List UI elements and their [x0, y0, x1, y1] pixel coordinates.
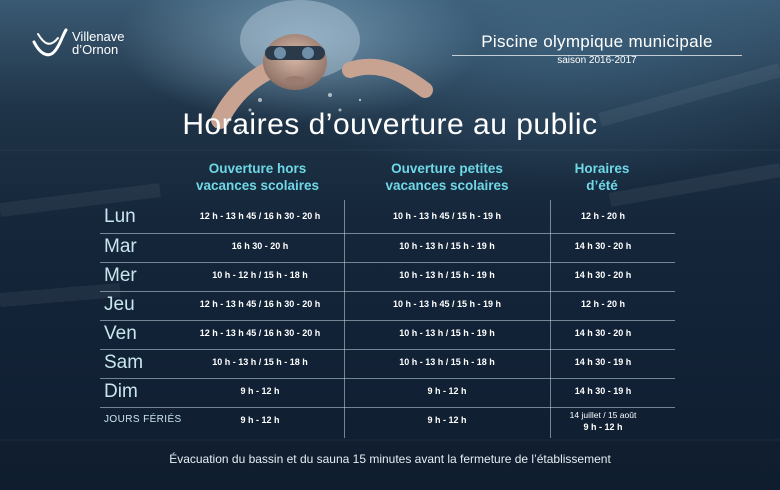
day-label: JOURS FÉRIÉS — [104, 414, 182, 425]
hours-summer: 14 h 30 - 20 h — [574, 241, 632, 251]
hours-summer: 12 h - 20 h — [580, 299, 625, 309]
city-logo: Villenave d’Ornon — [30, 24, 160, 66]
table-row-tuesday: Mar 16 h 30 - 20 h 10 h - 13 h / 15 h - … — [100, 233, 675, 262]
hours-summer: 14 h 30 - 20 h — [574, 328, 632, 338]
table-row-sunday: Dim 9 h - 12 h 9 h - 12 h 14 h 30 - 19 h — [100, 378, 675, 407]
hours-short-holidays: 10 h - 13 h / 15 h - 18 h — [399, 357, 495, 367]
pool-title-part3: municipale — [623, 32, 713, 51]
column-header-line2: vacances scolaires — [195, 178, 320, 193]
column-header-school-term: Ouverture hors vacances scolaires — [175, 160, 340, 194]
pool-title-part2: olympique — [543, 32, 624, 51]
hours-school-term: 12 h - 13 h 45 / 16 h 30 - 20 h — [199, 211, 321, 221]
table-row-friday: Ven 12 h - 13 h 45 / 16 h 30 - 20 h 10 h… — [100, 320, 675, 349]
pool-title: Piscine olympique municipale — [452, 32, 742, 52]
hours-school-term: 12 h - 13 h 45 / 16 h 30 - 20 h — [199, 328, 321, 338]
column-divider — [550, 200, 551, 438]
table-row-thursday: Jeu 12 h - 13 h 45 / 16 h 30 - 20 h 10 h… — [100, 291, 675, 320]
hours-short-holidays: 10 h - 13 h 45 / 15 h - 19 h — [392, 299, 502, 309]
column-header-line1: Ouverture petites — [391, 161, 503, 176]
hours-school-term: 9 h - 12 h — [240, 415, 280, 425]
hours-school-term: 9 h - 12 h — [240, 386, 280, 396]
table-row-saturday: Sam 10 h - 13 h / 15 h - 18 h 10 h - 13 … — [100, 349, 675, 378]
hours-short-holidays: 10 h - 13 h / 15 h - 19 h — [399, 328, 495, 338]
day-label: Sam — [104, 352, 144, 373]
day-label: Mar — [104, 236, 137, 257]
table-row-wednesday: Mer 10 h - 12 h / 15 h - 18 h 10 h - 13 … — [100, 262, 675, 291]
column-header-line2: d’été — [586, 178, 618, 193]
logo-line1: Villenave — [72, 29, 125, 44]
evacuation-notice: Évacuation du bassin et du sauna 15 minu… — [169, 452, 611, 466]
column-header-line1: Horaires — [574, 161, 630, 176]
hours-summer: 14 h 30 - 19 h — [574, 386, 632, 396]
day-label: Jeu — [104, 294, 135, 315]
table-row-public-holidays: JOURS FÉRIÉS 9 h - 12 h 9 h - 12 h 14 ju… — [100, 407, 675, 440]
summer-holiday-dates: 14 juillet / 15 août — [569, 410, 637, 420]
column-header-short-holidays: Ouverture petites vacances scolaires — [352, 160, 542, 194]
column-divider — [344, 200, 345, 438]
column-header-summer: Horaires d’été — [552, 160, 652, 194]
hours-summer: 14 h 30 - 19 h — [574, 357, 632, 367]
table-row-monday: Lun 12 h - 13 h 45 / 16 h 30 - 20 h 10 h… — [100, 204, 675, 232]
day-label: Mer — [104, 265, 137, 286]
hours-short-holidays: 9 h - 12 h — [427, 386, 467, 396]
logo-swoosh-icon — [32, 28, 68, 57]
day-label: Ven — [104, 323, 137, 344]
hours-short-holidays: 10 h - 13 h / 15 h - 19 h — [399, 270, 495, 280]
swimmer-image — [211, 0, 433, 132]
header-divider — [452, 55, 742, 56]
hours-summer: 14 h 30 - 20 h — [574, 270, 632, 280]
season-label: saison 2016-2017 — [557, 55, 637, 66]
hours-summer: 14 juillet / 15 août 9 h - 12 h — [551, 409, 655, 433]
hours-summer: 12 h - 20 h — [580, 211, 625, 221]
logo-text: Villenave d’Ornon — [72, 30, 125, 56]
hours-school-term: 16 h 30 - 20 h — [231, 241, 289, 251]
column-header-line1: Ouverture hors — [208, 161, 307, 176]
day-label: Lun — [104, 206, 136, 227]
pool-header: Piscine olympique municipale saison 2016… — [452, 32, 742, 66]
hours-short-holidays: 9 h - 12 h — [427, 415, 467, 425]
day-label: Dim — [104, 381, 138, 402]
hours-school-term: 10 h - 12 h / 15 h - 18 h — [212, 270, 308, 280]
column-header-line2: vacances scolaires — [385, 178, 509, 193]
main-title: Horaires d’ouverture au public — [182, 108, 598, 141]
pool-title-part1: Piscine — [481, 32, 544, 51]
hours-short-holidays: 10 h - 13 h 45 / 15 h - 19 h — [392, 211, 502, 221]
hours-school-term: 12 h - 13 h 45 / 16 h 30 - 20 h — [199, 299, 321, 309]
hours-short-holidays: 10 h - 13 h / 15 h - 19 h — [399, 241, 495, 251]
logo-line2: d’Ornon — [72, 42, 119, 57]
hours-school-term: 10 h - 13 h / 15 h - 18 h — [212, 357, 308, 367]
summer-holiday-hours: 9 h - 12 h — [583, 422, 623, 432]
